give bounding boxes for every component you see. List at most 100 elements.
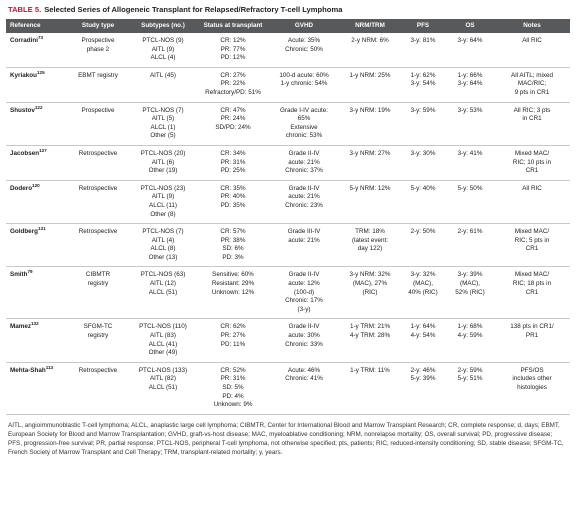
cell-line: (MAC), 27% [352, 280, 388, 288]
table-body: Corradini73 Prospective phase 2 PTCL-NOS (9… [6, 33, 570, 415]
table-cell: Retrospective [68, 180, 128, 225]
table-cell: Sensitive: 60% Resistant: 29% Unknown: 12% [198, 266, 268, 320]
cell-line: acute: 30% [288, 332, 320, 340]
table-cell: Prospective [68, 102, 128, 146]
cell-line: 2-y: 46% [410, 366, 436, 374]
table-cell: Retrospective [68, 223, 128, 268]
cell-line: 1-y TRM: 11% [350, 366, 390, 374]
cell-line: CR1 [525, 167, 539, 175]
table-row: Smith79 CIBMTR registry PTCL-NOS (63) AITL (… [6, 266, 570, 320]
cell-line: CIBMTR [85, 271, 111, 279]
cell-line: PD: 25% [220, 167, 246, 175]
cell-line: (100-d) [293, 288, 315, 296]
cell-line: PR: 31% [220, 375, 246, 383]
column-header: Status at transplant [198, 19, 268, 33]
cell-line: AITL (82) [149, 375, 176, 383]
cell-line: PR: 40% [220, 193, 246, 201]
cell-line: AITL (12) [149, 280, 176, 288]
table-cell: All AITL; mixed MAC/RIC; 9 pts in CR1 [494, 67, 570, 103]
table-cell: 3-y: 59% [400, 102, 446, 146]
reference-name: Shustov [10, 106, 35, 114]
cell-line: 3-y: 81% [410, 37, 436, 44]
table-cell: CR: 47% PR: 24% SD/PD: 24% [198, 102, 268, 146]
table-cell: Grade I-IV acute: 65% Extensive chronic: 53… [268, 102, 340, 146]
table-cell: CR: 52% PR: 31% SD: 5% PD: 4% Unknown: 9% [198, 362, 268, 415]
table-cell: Mixed MAC/RIC; 5 pts in CR1 [494, 223, 570, 268]
cell-line: 5-y: 39% [410, 375, 436, 383]
column-header: NRM/TRM [340, 19, 400, 33]
column-header: GVHD [268, 19, 340, 33]
reference-cell: Jacobsen127 [6, 145, 68, 181]
reference-citation: 131 [38, 226, 46, 231]
cell-line: 2-y: 59% [457, 366, 483, 374]
cell-line: AITL (4) [151, 236, 175, 244]
reference-cell: Goldberg131 [6, 223, 68, 268]
reference-name: Mamez [10, 323, 31, 331]
cell-line: 9 pts in CR1 [514, 88, 550, 96]
cell-line: (latest event: [351, 236, 389, 244]
table-cell: PTCL-NOS (23) AITL (9) ALCL (11) Other (8) [128, 180, 198, 225]
cell-line: SD: 6% [222, 245, 244, 253]
cell-line: 3-y: 64% [457, 80, 483, 88]
table-cell: 3-y: 39% (MAC), 52% (RIC) [446, 266, 494, 320]
cell-line: 1-y chronic: 54% [280, 80, 328, 88]
cell-line: 1-y TRM: 21% [349, 323, 391, 331]
column-header: OS [446, 19, 494, 33]
cell-line: Grade III-IV [287, 228, 321, 236]
table-cell: 3-y: 81% [400, 33, 446, 68]
table-label: TABLE 5. [8, 5, 42, 14]
table-cell: All RIC [494, 33, 570, 68]
table-cell: CR: 35% PR: 40% PD: 35% [198, 180, 268, 225]
table-cell: PTCL-NOS (9) AITL (9) ALCL (4) [128, 33, 198, 68]
cell-line: All RIC [522, 37, 542, 44]
cell-line: PD: 12% [220, 54, 246, 62]
table-row: Jacobsen127 Retrospective PTCL-NOS (20) AIT… [6, 145, 570, 181]
cell-line: PTCL-NOS (9) [142, 37, 184, 44]
cell-line: Acute: 35% [287, 37, 321, 44]
title-text: Selected Series of Allogeneic Transplant… [44, 5, 343, 14]
cell-line: Unknown: 9% [213, 401, 253, 409]
table-cell: PTCL-NOS (7) AITL (4) ALCL (8) Other (13) [128, 223, 198, 268]
table-row: Mamez132 SFGM-TC registry PTCL-NOS (110) AIT… [6, 318, 570, 363]
cell-line: CR1 [525, 288, 539, 296]
reference-citation: 120 [32, 182, 40, 188]
cell-line: (RIC) [362, 288, 378, 296]
table-cell: Prospective phase 2 [68, 33, 128, 68]
header-row: Reference Study type Subtypes (no.) Status … [6, 19, 570, 33]
cell-line: Extensive [290, 123, 318, 131]
cell-line: Prospective [81, 106, 115, 114]
table-cell: PTCL-NOS (20) AITL (6) Other (19) [128, 145, 198, 181]
table-cell: PTCL-NOS (110) AITL (83) ALCL (41) Other (4… [128, 318, 198, 363]
cell-line: PD: 4% [222, 392, 244, 400]
cell-line: 3-y NRM: 19% [349, 106, 391, 114]
cell-line: Chronic: 37% [285, 167, 323, 175]
cell-line: 5-y NRM: 12% [349, 184, 391, 192]
cell-line: PR: 77% [220, 45, 246, 53]
reference-name: Corradini [10, 37, 38, 44]
table-cell: AITL (45) [128, 67, 198, 103]
cell-line: Refractory/PD: 51% [205, 88, 261, 96]
cell-line: RIC; 10 pts in [512, 158, 552, 166]
cell-line: 1-y: 62% [410, 71, 436, 79]
table-cell: CR: 62% PR: 27% PD: 11% [198, 318, 268, 363]
cell-line: Retrospective [78, 228, 118, 236]
cell-line: 3-y: 32% [410, 271, 436, 279]
cell-line: Sensitive: 60% [212, 271, 254, 279]
cell-line: 5-y: 51% [457, 375, 483, 383]
cell-line: 3-y: 41% [457, 149, 483, 157]
cell-line: PR: 27% [220, 332, 246, 340]
cell-line: Chronic: 17% [285, 297, 323, 305]
reference-cell: Mehta-Shah113 [6, 362, 68, 415]
table-row: Corradini73 Prospective phase 2 PTCL-NOS (9… [6, 33, 570, 68]
cell-line: Chronic: 33% [285, 340, 323, 348]
cell-line: PTCL-NOS (63) [140, 271, 186, 279]
cell-line: AITL (5) [151, 115, 175, 123]
cell-line: Resistant: 29% [211, 280, 255, 288]
table-cell: 3-y NRM: 19% [340, 102, 400, 146]
cell-line: Chronic: 50% [285, 45, 323, 53]
cell-line: 1-y: 68% [457, 323, 483, 331]
cell-line: PR1 [525, 332, 539, 340]
table-cell: 2-y NRM: 6% [340, 33, 400, 68]
cell-line: All RIC [522, 184, 542, 192]
table-cell: Grade II-IV acute: 12% (100-d) Chronic: 17%… [268, 266, 340, 320]
